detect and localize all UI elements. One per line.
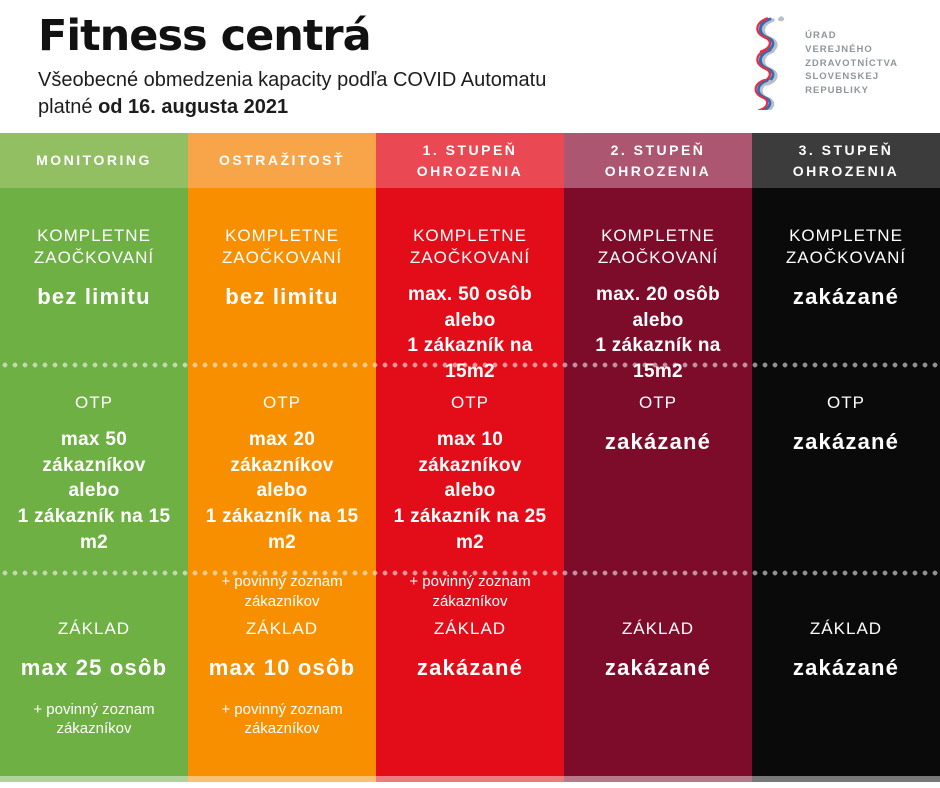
cell-value: max 50 zákazníkov alebo 1 zákazník na 15…: [17, 429, 171, 553]
cell-value: bez limitu: [225, 284, 339, 310]
cell-label: OTP: [263, 393, 301, 412]
cell-label: ZÁKLAD: [57, 619, 131, 638]
cell-value: zakázané: [792, 284, 900, 310]
cell-label: ZÁKLAD: [433, 619, 507, 638]
column-stupen-2: 2. STUPEŇ OHROZENIA KOMPLETNE ZAOČKOVANÍ…: [564, 133, 752, 782]
cell-zaklad: ZÁKLAD max 10 osôb + povinný zoznam záka…: [188, 573, 376, 782]
cell-zaklad: ZÁKLAD max 25 osôb + povinný zoznam záka…: [0, 573, 188, 782]
cell-otp: OTP max 20 zákazníkov alebo 1 zákazník n…: [188, 365, 376, 610]
cell-note: + povinný zoznam zákazníkov: [221, 700, 343, 738]
cell-label: ZÁKLAD: [809, 619, 883, 638]
cell-value: zakázané: [792, 655, 900, 681]
cell-label: ZÁKLAD: [621, 619, 695, 638]
cell-zaklad: ZÁKLAD zakázané: [564, 573, 752, 782]
cell-value: zakázané: [416, 655, 524, 681]
cell-label: KOMPLETNE ZAOČKOVANÍ: [785, 226, 907, 268]
cell-note: + povinný zoznam zákazníkov: [221, 573, 343, 610]
cell-label: OTP: [75, 393, 113, 412]
cell-value: bez limitu: [37, 284, 151, 310]
cell-label: KOMPLETNE ZAOČKOVANÍ: [597, 226, 719, 268]
cell-otp: OTP zakázané: [752, 365, 940, 573]
subtitle-line2-prefix: platné: [38, 96, 99, 119]
cell-label: KOMPLETNE ZAOČKOVANÍ: [409, 226, 531, 268]
cell-note: + povinný zoznam zákazníkov: [409, 573, 531, 610]
column-header: OSTRAŽITOSŤ: [188, 133, 376, 188]
page-subtitle: Všeobecné obmedzenia kapacity podľa COVI…: [38, 67, 546, 121]
cell-value: max 10 osôb: [208, 655, 356, 681]
cell-fully-vaccinated: KOMPLETNE ZAOČKOVANÍ zakázané: [752, 188, 940, 365]
column-header: 3. STUPEŇ OHROZENIA: [752, 133, 940, 188]
cell-otp: OTP zakázané: [564, 365, 752, 573]
uvz-logo: ÚRAD VEREJNÉHO ZDRAVOTNÍCTVA SLOVENSKEJ …: [748, 12, 898, 115]
capacity-table: MONITORING KOMPLETNE ZAOČKOVANÍ bez limi…: [0, 133, 940, 782]
page-header: Fitness centrá Všeobecné obmedzenia kapa…: [0, 0, 940, 133]
cell-value: max 25 osôb: [20, 655, 168, 681]
cell-value: zakázané: [792, 429, 900, 455]
subtitle-effective-date: od 16. augusta 2021: [98, 96, 289, 119]
column-monitoring: MONITORING KOMPLETNE ZAOČKOVANÍ bez limi…: [0, 133, 188, 782]
cell-value: zakázané: [604, 655, 712, 681]
title-block: Fitness centrá Všeobecné obmedzenia kapa…: [38, 11, 546, 121]
page-title: Fitness centrá: [38, 11, 372, 61]
cell-fully-vaccinated: KOMPLETNE ZAOČKOVANÍ bez limitu: [188, 188, 376, 365]
uvz-logo-text: ÚRAD VEREJNÉHO ZDRAVOTNÍCTVA SLOVENSKEJ …: [805, 30, 898, 97]
cell-label: OTP: [827, 393, 865, 412]
cell-fully-vaccinated: KOMPLETNE ZAOČKOVANÍ max. 50 osôb alebo …: [376, 188, 564, 382]
uvz-logo-mark-icon: [748, 12, 792, 115]
cell-otp: OTP max 50 zákazníkov alebo 1 zákazník n…: [0, 365, 188, 573]
cell-value: zakázané: [604, 429, 712, 455]
column-ostrazitost: OSTRAŽITOSŤ KOMPLETNE ZAOČKOVANÍ bez lim…: [188, 133, 376, 782]
column-stupen-3: 3. STUPEŇ OHROZENIA KOMPLETNE ZAOČKOVANÍ…: [752, 133, 940, 782]
cell-note: + povinný zoznam zákazníkov: [33, 700, 155, 738]
cell-value: max 10 zákazníkov alebo 1 zákazník na 25…: [393, 429, 547, 553]
cell-label: KOMPLETNE ZAOČKOVANÍ: [33, 226, 155, 268]
cell-label: OTP: [451, 393, 489, 412]
cell-label: OTP: [639, 393, 677, 412]
cell-otp: OTP max 10 zákazníkov alebo 1 zákazník n…: [376, 365, 564, 610]
cell-label: KOMPLETNE ZAOČKOVANÍ: [221, 226, 343, 268]
cell-zaklad: ZÁKLAD zakázané: [376, 573, 564, 782]
cell-zaklad: ZÁKLAD zakázané: [752, 573, 940, 782]
column-header: 2. STUPEŇ OHROZENIA: [564, 133, 752, 188]
column-stupen-1: 1. STUPEŇ OHROZENIA KOMPLETNE ZAOČKOVANÍ…: [376, 133, 564, 782]
cell-label: ZÁKLAD: [245, 619, 319, 638]
subtitle-line1: Všeobecné obmedzenia kapacity podľa COVI…: [38, 69, 547, 92]
cell-fully-vaccinated: KOMPLETNE ZAOČKOVANÍ bez limitu: [0, 188, 188, 365]
column-header: MONITORING: [0, 133, 188, 188]
column-header: 1. STUPEŇ OHROZENIA: [376, 133, 564, 188]
cell-value: max 20 zákazníkov alebo 1 zákazník na 15…: [205, 429, 359, 553]
cell-fully-vaccinated: KOMPLETNE ZAOČKOVANÍ max. 20 osôb alebo …: [564, 188, 752, 382]
